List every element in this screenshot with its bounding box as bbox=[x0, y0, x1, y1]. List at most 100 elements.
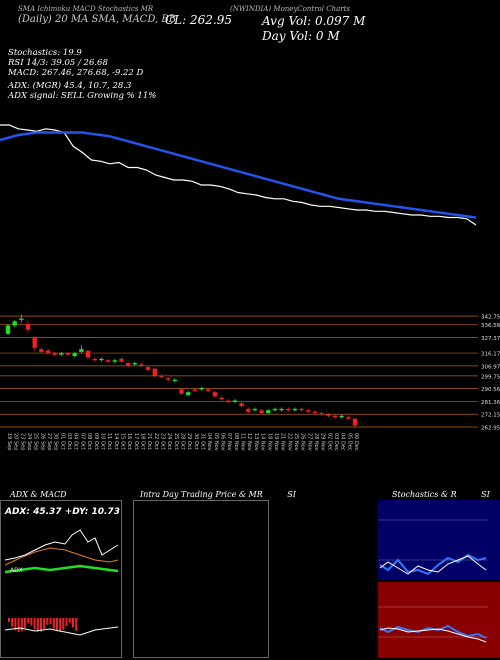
candle-body bbox=[226, 400, 231, 402]
adx-scale-label: ADX bbox=[10, 567, 23, 574]
macd-histogram-bar bbox=[20, 618, 23, 632]
date-axis-label: 15 Oct bbox=[119, 433, 125, 450]
stochastics-line: Stochastics: 19.9 bbox=[8, 48, 82, 58]
candle-body bbox=[312, 411, 318, 414]
date-axis-label: 25 Sep bbox=[33, 433, 39, 450]
ma-line bbox=[0, 131, 477, 219]
macd-histogram-bar bbox=[17, 618, 20, 632]
candle-body bbox=[192, 389, 198, 391]
candle-body bbox=[272, 408, 278, 411]
macd-histogram-bar bbox=[56, 618, 58, 632]
candle-body bbox=[159, 375, 164, 377]
candle-body bbox=[52, 353, 57, 355]
macd-histogram-bar bbox=[75, 618, 78, 631]
date-axis-label: 21 Nov bbox=[280, 433, 286, 451]
candle-body bbox=[165, 378, 171, 380]
intraday-panel-frame bbox=[133, 500, 269, 658]
date-axis-label: 10 Oct bbox=[99, 433, 105, 450]
candle-body bbox=[45, 350, 51, 354]
candle-body bbox=[259, 410, 264, 414]
date-axis-label: 23 Oct bbox=[159, 433, 165, 450]
price-axis-label: 290.56 bbox=[481, 387, 500, 393]
candle-body bbox=[179, 389, 184, 394]
adx-values-text: ADX: 45.37 +DY: 10.73 -DY: 28.35 bbox=[4, 507, 122, 517]
macd-histogram-bar bbox=[40, 618, 42, 632]
macd-bars bbox=[8, 618, 78, 632]
date-axis-label: 01 Oct bbox=[59, 433, 65, 450]
stoch-si-text: SI bbox=[481, 490, 490, 499]
price-axis-label: 262.95 bbox=[481, 426, 500, 432]
candle-body bbox=[12, 321, 17, 326]
candle-body bbox=[145, 367, 151, 370]
candle-body bbox=[332, 415, 338, 418]
rsi-background bbox=[378, 582, 500, 658]
date-axis-label: 24 Oct bbox=[166, 433, 172, 450]
candle-body bbox=[185, 392, 191, 395]
date-axis-label: 11 Nov bbox=[240, 433, 246, 451]
date-axis-label: 08 Oct bbox=[86, 433, 92, 450]
candle-body bbox=[99, 358, 104, 361]
cl-block: CL: 262.95 bbox=[165, 13, 232, 27]
stochastics-panel bbox=[378, 500, 500, 580]
candle-body bbox=[39, 349, 44, 352]
intraday-panel-title: Intra Day Trading Price & MR SI bbox=[140, 490, 296, 499]
macd-histogram-bar bbox=[36, 618, 39, 632]
stoch-panel-title: Stochastics & R SI bbox=[392, 490, 490, 499]
adx-signal-line: ADX signal: SELL Growing % 11% bbox=[8, 91, 157, 101]
date-axis-label: 22 Nov bbox=[286, 433, 292, 451]
macd-histogram-bar bbox=[72, 618, 74, 628]
candle-body bbox=[92, 358, 97, 361]
avg-vol-value: 0.097 M bbox=[314, 14, 366, 28]
adx-orange-line bbox=[4, 547, 119, 566]
price-axis-label: 299.75 bbox=[481, 374, 500, 380]
date-axis-label: 14 Oct bbox=[113, 433, 119, 450]
date-axis-label: 25 Nov bbox=[293, 433, 299, 451]
stoch-blue-line bbox=[379, 553, 487, 576]
price-line bbox=[0, 124, 477, 226]
date-axis-label: 08 Nov bbox=[233, 433, 239, 451]
price-gridlines bbox=[0, 315, 478, 428]
candlestick-chart: 342.75 336.58 327.37 316.17 306.97 299.75 290.… bbox=[0, 314, 500, 451]
date-axis-label: 28 Oct bbox=[180, 433, 186, 450]
candle-body bbox=[172, 379, 178, 382]
adx-panel-title: ADX & MACD bbox=[10, 490, 67, 499]
candle-body bbox=[152, 368, 158, 376]
date-axis-label: 03 Dec bbox=[333, 433, 339, 451]
adx-white-line bbox=[4, 529, 119, 561]
candle-body bbox=[132, 363, 137, 365]
candle-body bbox=[85, 350, 91, 358]
candle-body bbox=[219, 397, 224, 400]
macd-histogram-bar bbox=[59, 618, 62, 632]
candle-body bbox=[319, 413, 324, 415]
candle-body bbox=[239, 403, 244, 407]
date-axis-label: 24 Sep bbox=[26, 433, 32, 450]
macd-histogram-bar bbox=[62, 618, 65, 630]
candle-body bbox=[346, 417, 351, 419]
candle-body bbox=[339, 415, 344, 418]
date-axis-label: 26 Sep bbox=[39, 433, 45, 450]
date-axis-label: 06 Nov bbox=[220, 433, 226, 451]
date-axis-label: 20 Sep bbox=[13, 433, 19, 450]
candle-body bbox=[212, 392, 218, 397]
date-axis-label: 14 Nov bbox=[260, 433, 266, 451]
candle-body bbox=[306, 410, 311, 412]
candle-body bbox=[5, 325, 11, 334]
ma-line: (Daily) 20 MA SMA, MACD, BB bbox=[18, 14, 177, 25]
candle-body bbox=[246, 408, 251, 412]
macd-histogram-bar bbox=[46, 618, 49, 625]
macd-histogram-bar bbox=[11, 618, 14, 627]
candle-body bbox=[299, 408, 304, 411]
date-axis-label: 02 Dec bbox=[326, 433, 332, 451]
date-axis-label: 26 Nov bbox=[300, 433, 306, 451]
cl-value: 262.95 bbox=[190, 13, 233, 27]
macd-white-line bbox=[4, 626, 119, 636]
adx-panel-frame bbox=[0, 500, 122, 658]
macd-histogram-bar bbox=[14, 618, 17, 631]
date-axis-label: 21 Oct bbox=[146, 433, 152, 450]
date-axis-label: 16 Oct bbox=[126, 433, 132, 450]
candle-body bbox=[65, 353, 71, 355]
candle-body bbox=[79, 349, 84, 352]
candle-body bbox=[125, 363, 131, 366]
date-axis-label: 27 Nov bbox=[306, 433, 312, 451]
date-axis-label: 05 Nov bbox=[213, 433, 219, 451]
